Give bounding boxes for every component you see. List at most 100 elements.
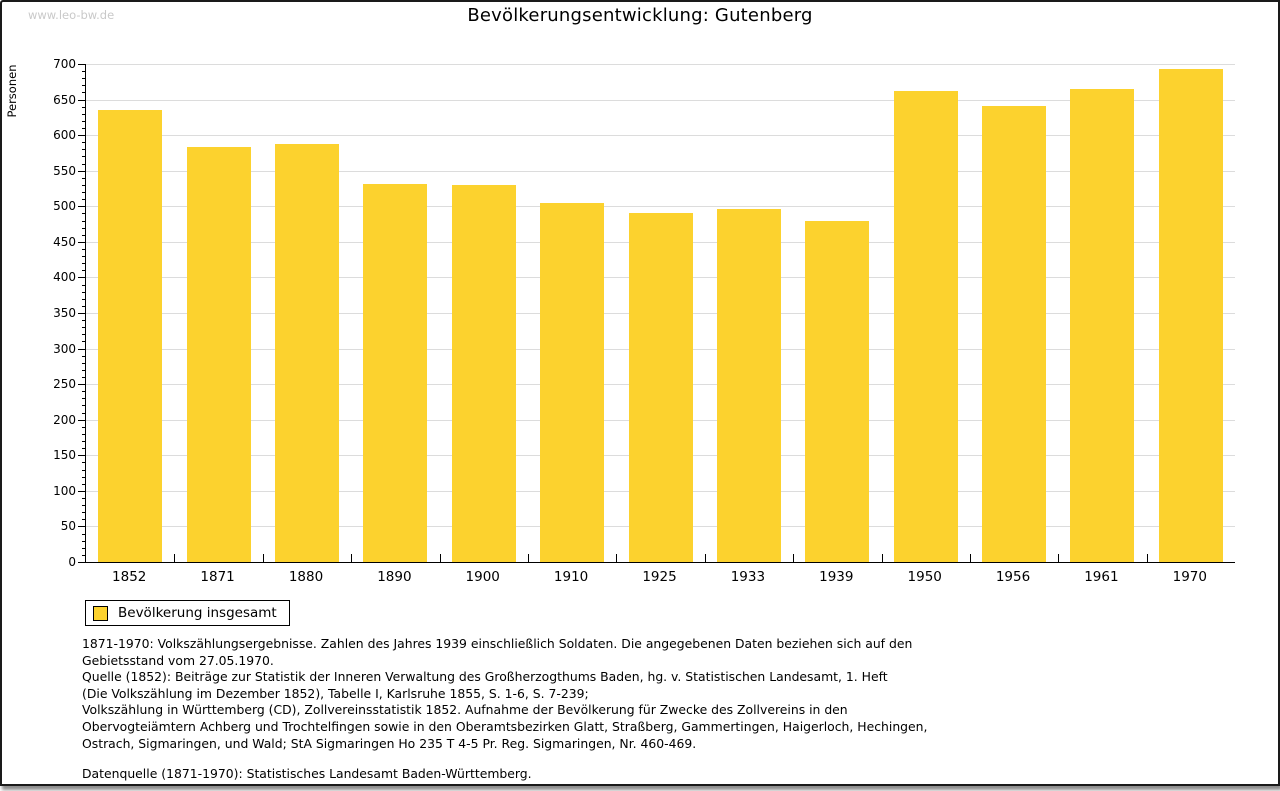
y-minor-tick (82, 227, 86, 229)
y-major-tick (78, 526, 86, 528)
y-major-tick (78, 64, 86, 65)
x-tick-label: 1890 (377, 569, 412, 585)
y-minor-tick (82, 78, 86, 80)
bar-1956 (982, 106, 1046, 562)
x-tick-label: 1871 (200, 569, 235, 585)
y-minor-tick (82, 327, 86, 329)
y-tick-label: 700 (53, 57, 76, 71)
bar-1970 (1158, 69, 1223, 562)
gridline (86, 170, 1235, 172)
y-minor-tick (82, 184, 86, 186)
bar-1871 (186, 147, 251, 562)
y-tick-label: 0 (68, 555, 76, 569)
y-minor-tick (82, 505, 86, 507)
y-minor-tick (82, 533, 86, 535)
x-tick (262, 554, 264, 562)
y-tick-label: 50 (60, 519, 76, 534)
x-tick (1146, 554, 1148, 562)
watermark: www.leo-bw.de (28, 8, 115, 22)
bar-1900 (451, 184, 516, 562)
y-minor-tick (82, 469, 86, 471)
y-major-tick (78, 277, 86, 279)
y-minor-tick (82, 220, 86, 222)
page-title: Bevölkerungsentwicklung: Gutenberg (467, 5, 813, 26)
y-minor-tick (82, 199, 86, 201)
y-minor-tick (82, 483, 86, 485)
y-minor-tick (82, 398, 86, 400)
x-tick-label: 1961 (1084, 569, 1119, 585)
x-tick (969, 554, 971, 562)
y-minor-tick (82, 128, 86, 130)
y-tick-label: 400 (53, 270, 76, 285)
y-minor-tick (82, 412, 86, 414)
bar-1933 (716, 209, 781, 562)
y-minor-tick (82, 476, 86, 478)
y-minor-tick (82, 448, 86, 450)
plot-area (78, 64, 1235, 563)
legend-swatch-icon (93, 605, 108, 621)
y-minor-tick (82, 497, 86, 499)
y-minor-tick (82, 426, 86, 428)
bar-1950 (893, 91, 958, 562)
y-minor-tick (82, 71, 86, 73)
datasource-note: Datenquelle (1871-1970): Statistisches L… (82, 766, 532, 782)
y-minor-tick (82, 263, 86, 265)
bar-1910 (540, 203, 605, 562)
x-tick-label: 1956 (995, 569, 1031, 585)
y-tick-label: 200 (53, 412, 76, 427)
y-minor-tick (82, 234, 86, 236)
source-notes: 1871-1970: Volkszählungsergebnisse. Zahl… (82, 636, 928, 751)
y-minor-tick (82, 441, 86, 443)
bar-1880 (275, 144, 339, 562)
x-tick-label: 1950 (907, 569, 942, 585)
y-minor-tick (82, 554, 86, 556)
y-minor-tick (82, 355, 86, 357)
y-minor-tick (82, 540, 86, 542)
y-axis-title: Personen (5, 64, 19, 118)
x-tick-label: 1880 (288, 569, 324, 585)
y-minor-tick (82, 92, 86, 94)
y-tick-label: 650 (53, 92, 76, 107)
y-major-tick (78, 313, 86, 314)
y-tick-label: 150 (53, 448, 76, 463)
y-tick-label: 500 (53, 199, 76, 214)
x-tick (793, 554, 795, 562)
y-minor-tick (82, 248, 86, 250)
y-minor-tick (82, 305, 86, 307)
legend-label: Bevölkerung insgesamt (118, 605, 277, 621)
y-minor-tick (82, 163, 86, 165)
y-minor-tick (82, 462, 86, 464)
gridline (86, 99, 1235, 101)
y-minor-tick (82, 156, 86, 158)
bar-1961 (1070, 88, 1135, 562)
bar-1939 (805, 221, 870, 562)
y-major-tick (78, 490, 86, 492)
x-tick-label: 1900 (465, 569, 500, 585)
x-tick-label: 1933 (730, 569, 766, 585)
y-minor-tick (82, 149, 86, 151)
y-minor-tick (82, 213, 86, 215)
y-minor-tick (82, 120, 86, 122)
y-minor-tick (82, 142, 86, 144)
footer: 1871-1970: Volkszählungsergebnisse. Zahl… (82, 636, 1242, 783)
y-minor-tick (82, 377, 86, 379)
y-tick-label: 350 (53, 306, 76, 320)
y-major-tick (78, 419, 86, 421)
y-tick-label: 600 (53, 128, 76, 143)
y-minor-tick (82, 113, 86, 115)
gridline (86, 206, 1235, 208)
y-minor-tick (82, 519, 86, 521)
y-minor-tick (82, 391, 86, 393)
gridline (86, 135, 1235, 137)
x-tick (881, 554, 883, 562)
y-minor-tick (82, 362, 86, 364)
y-minor-tick (82, 106, 86, 108)
x-tick (1058, 554, 1060, 562)
y-minor-tick (82, 256, 86, 258)
x-tick-label: 1925 (642, 569, 677, 585)
bar-1890 (363, 183, 428, 562)
x-tick (174, 554, 176, 562)
y-minor-tick (82, 405, 86, 407)
y-major-tick (78, 206, 86, 208)
